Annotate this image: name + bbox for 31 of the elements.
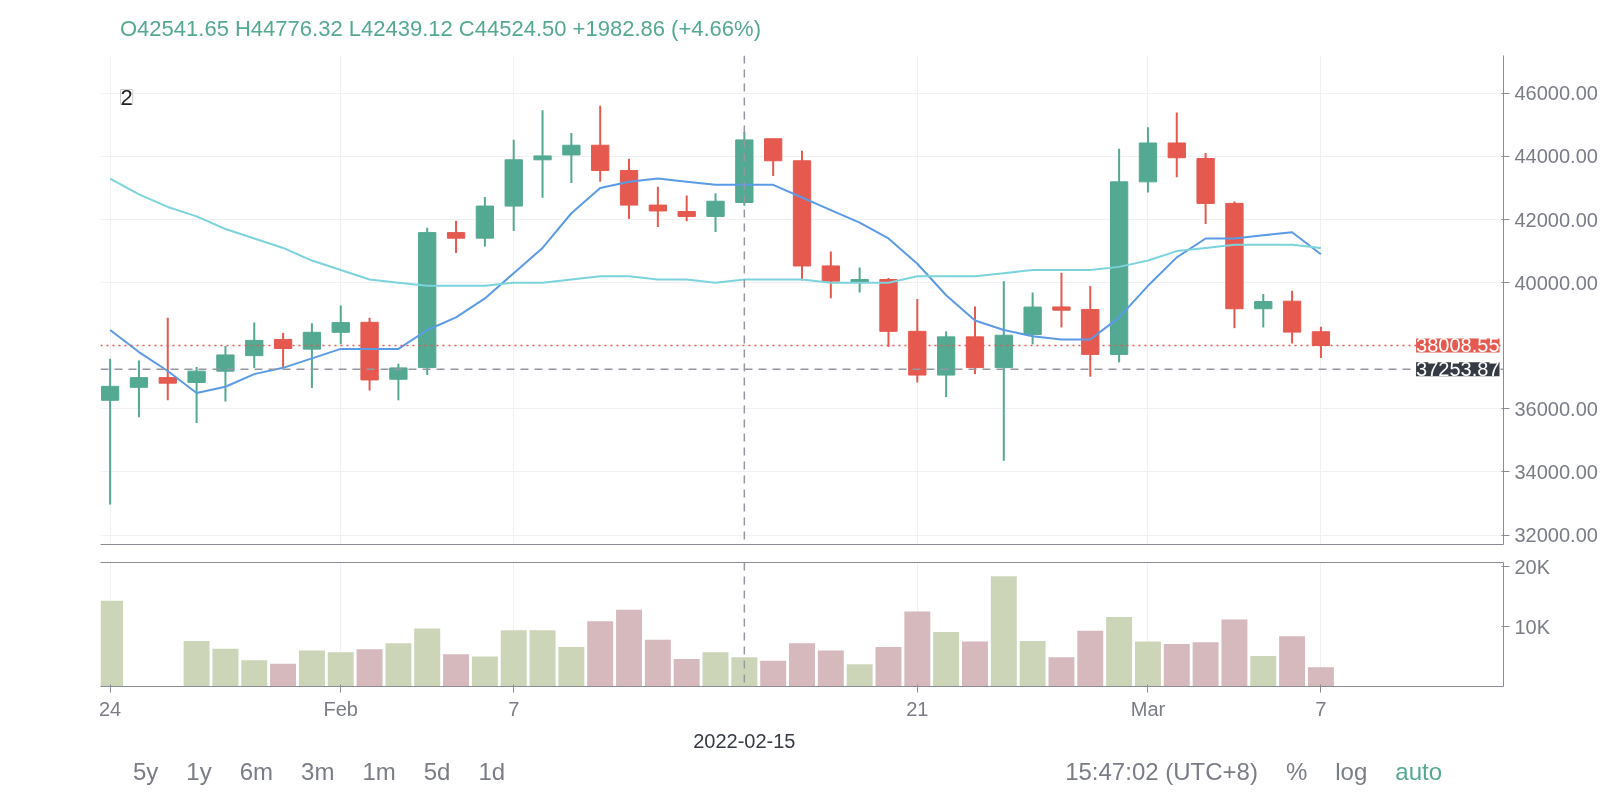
y-tick-label: 32000.00 <box>1514 524 1598 547</box>
text: log <box>1335 758 1368 785</box>
text: 1y <box>186 758 212 785</box>
y-tick-label: 36000.00 <box>1514 397 1598 420</box>
y-tick-label: 20K <box>1514 555 1551 578</box>
text: % <box>1285 758 1308 785</box>
y-tick-label: 42000.00 <box>1514 208 1598 231</box>
text: O42541.65 H44776.32 L42439.12 C44524.50 +1982.86 (+4.66%) <box>119 15 761 43</box>
ref-line-label: 37253.87 <box>1416 358 1500 381</box>
annotation: 2 <box>120 84 133 110</box>
x-tick-label: 21 <box>906 697 929 720</box>
text: auto <box>1395 758 1443 785</box>
ref-line-label: 2022-02-15 <box>693 729 796 752</box>
ref-line-label: 38008.55 <box>1416 334 1500 357</box>
y-tick-label: 34000.00 <box>1514 460 1598 483</box>
text: 1d <box>478 758 506 785</box>
x-tick-label: Mar <box>1130 697 1166 720</box>
text: 5d <box>423 758 451 785</box>
y-tick-label: 46000.00 <box>1514 82 1598 105</box>
x-tick-label: Feb <box>323 697 358 720</box>
text: 1m <box>362 758 396 785</box>
y-tick-label: 40000.00 <box>1514 271 1598 294</box>
text: 15:47:02 (UTC+8) <box>1065 758 1258 785</box>
x-tick-label: 7 <box>1315 697 1327 720</box>
y-tick-label: 10K <box>1514 615 1551 638</box>
x-tick-label: 24 <box>98 697 122 720</box>
x-tick-label: 7 <box>508 697 520 720</box>
text: 6m <box>239 758 274 785</box>
y-tick-label: 44000.00 <box>1514 145 1598 168</box>
text: 5y <box>133 758 159 785</box>
text: 3m <box>301 758 335 785</box>
